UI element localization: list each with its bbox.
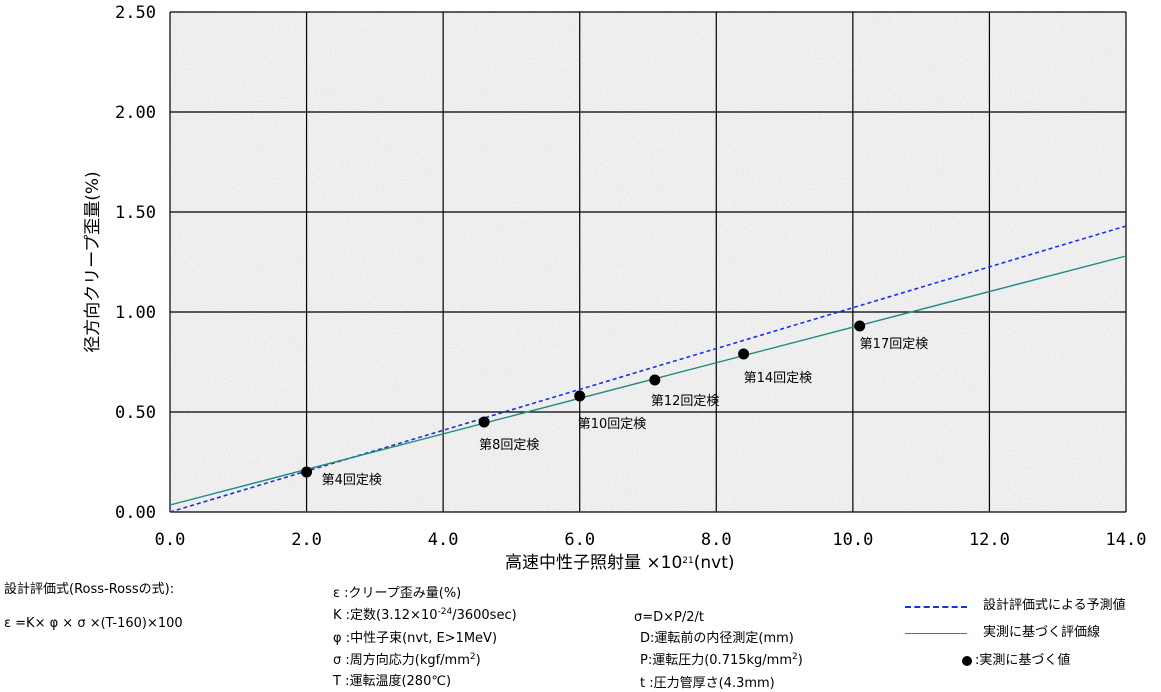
legend-solid-swatch: [905, 633, 967, 634]
def-k: K :定数(3.12×10-24/3600sec): [333, 607, 517, 624]
series-fit-line: [169, 255, 1127, 506]
def-sigma: σ :周方向応力(kgf/mm2): [333, 652, 481, 669]
data-point-label: 第12回定検: [651, 394, 720, 409]
x-tick-label: 4.0: [428, 530, 459, 550]
y-axis-label: 径方向クリープ歪量(%): [83, 171, 103, 352]
y-tick-label: 2.50: [115, 3, 156, 23]
data-point-label: 第10回定検: [578, 417, 647, 432]
y-tick-label: 2.00: [115, 103, 156, 123]
def-phi: φ :中性子束(nvt, E>1MeV): [333, 631, 498, 646]
data-point-label: 第14回定検: [744, 371, 813, 386]
legend-dashed-label: 設計評価式による予測値: [983, 598, 1126, 613]
data-point: [574, 390, 586, 402]
x-tick-label: 12.0: [969, 530, 1010, 550]
y-tick-label: 1.00: [115, 303, 156, 323]
def-epsilon: ε :クリープ歪み量(%): [333, 586, 462, 601]
def-sigma-equation: σ=D×P/2/t: [634, 610, 705, 625]
x-tick-label: 8.0: [701, 530, 732, 550]
x-axis-label: 高速中性子照射量 ×1021(nvt): [505, 553, 735, 573]
data-point: [301, 466, 313, 478]
legend-dot-swatch: [962, 656, 972, 666]
formula: ε =K× φ × σ ×(T-160)×100: [4, 616, 183, 631]
data-point-label: 第8回定検: [479, 438, 539, 453]
def-thickness: t :圧力管厚さ(4.3mm): [640, 676, 775, 691]
data-point: [854, 320, 866, 332]
x-tick-label: 2.0: [291, 530, 322, 550]
x-tick-label: 0.0: [155, 530, 186, 550]
y-tick-label: 0.50: [115, 403, 156, 423]
tick-labels: 0.0 2.0 4.0 6.0 8.0 10.0 12.0 14.0 0.00 0.50 1.00 1…: [115, 3, 1146, 550]
data-point-label: 第4回定検: [322, 473, 382, 488]
series-layer: [169, 225, 1127, 513]
def-temperature: T :運転温度(280℃): [333, 674, 452, 689]
y-tick-label: 0.00: [115, 503, 156, 523]
data-point: [649, 374, 661, 386]
x-tick-label: 14.0: [1106, 530, 1147, 550]
x-tick-label: 10.0: [832, 530, 873, 550]
data-point-label: 第17回定検: [860, 337, 929, 352]
grid-lines: [169, 11, 1127, 513]
legend-solid-label: 実測に基づく評価線: [983, 625, 1101, 640]
legend-dot-label: :実測に基づく値: [975, 653, 1071, 668]
def-p: P:運転圧力(0.715kg/mm2): [640, 652, 803, 669]
def-d: D:運転前の内径測定(mm): [640, 631, 794, 646]
y-tick-label: 1.50: [115, 203, 156, 223]
data-point: [478, 416, 490, 428]
data-point: [738, 348, 750, 360]
plot-area: [170, 12, 1126, 512]
x-tick-label: 6.0: [564, 530, 595, 550]
legend-dashed-swatch: [905, 606, 967, 608]
series-prediction-line: [169, 225, 1127, 513]
formula-title: 設計評価式(Ross-Rossの式):: [4, 582, 175, 597]
